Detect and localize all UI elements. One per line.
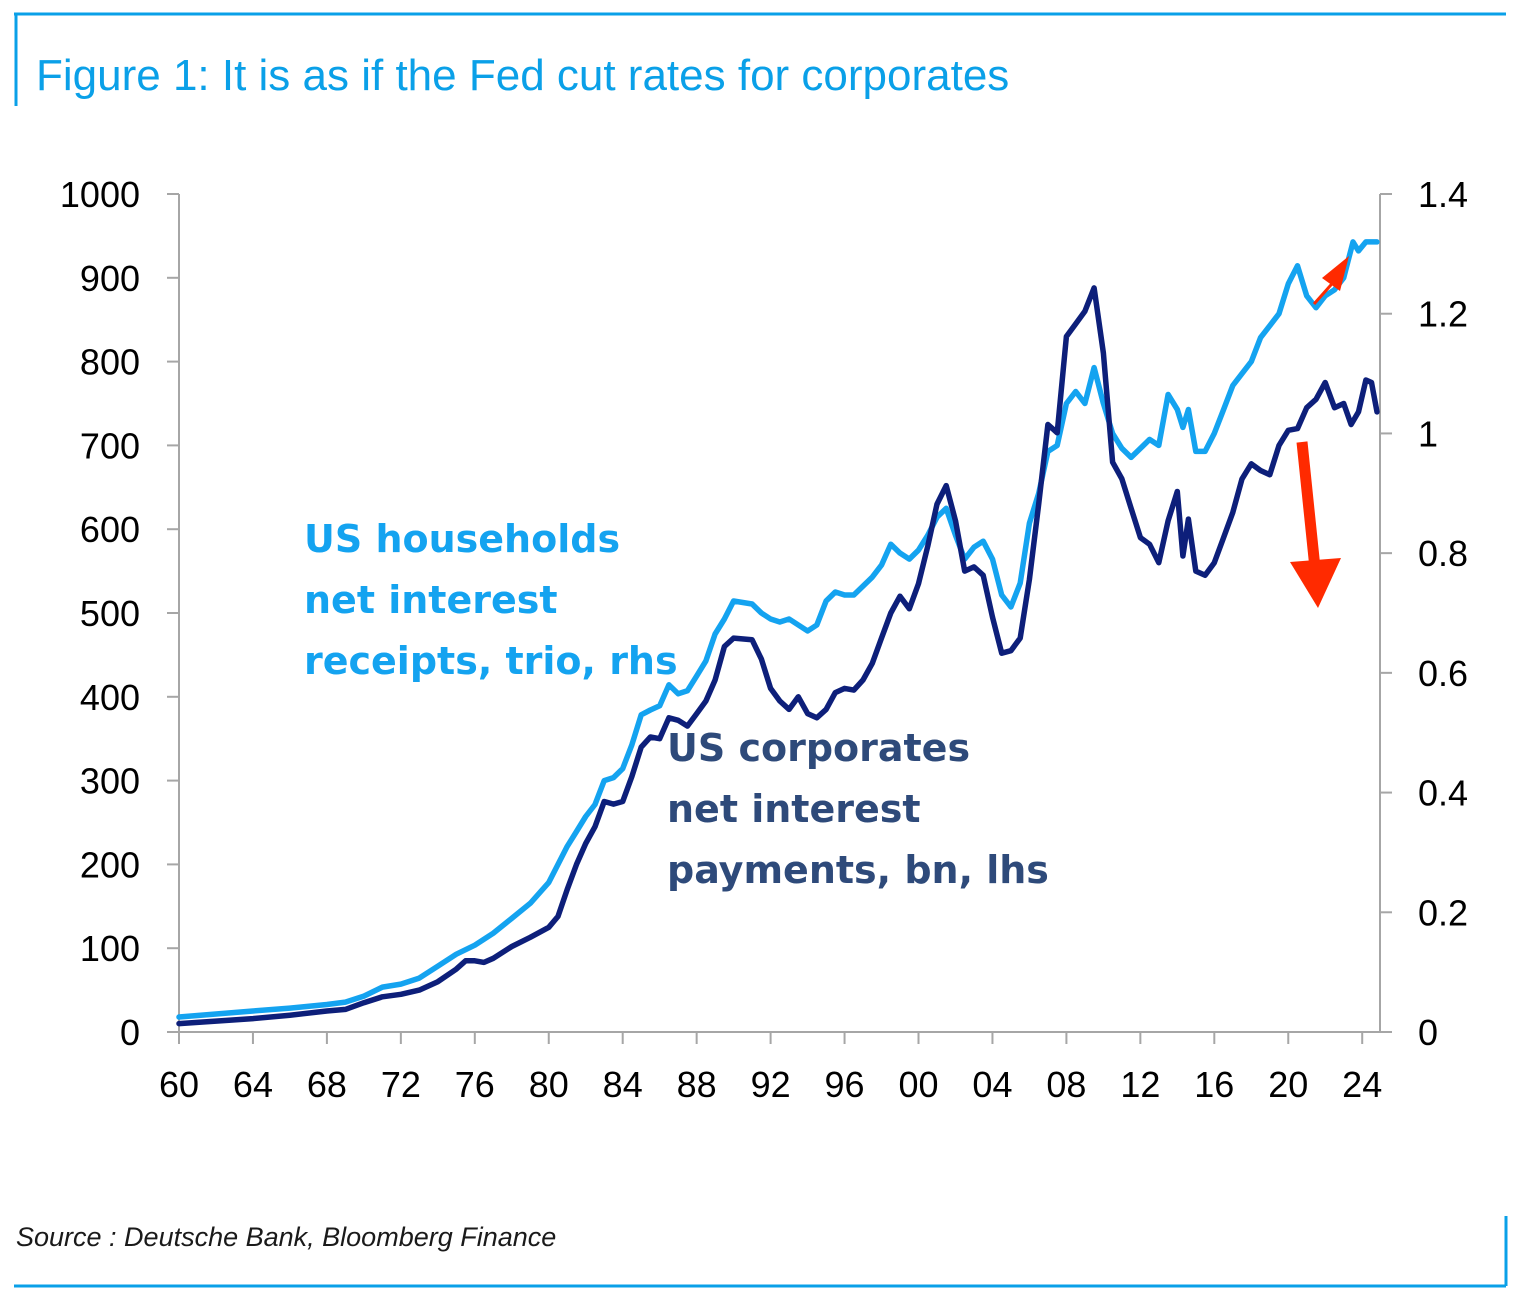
- x-axis: 60 64 68 72 76 80 84 88 92 96 00 04 08 12 16 20 24: [159, 1031, 1384, 1105]
- left-axis: 0 100 200 300 400 500 600 700 800 900 1000: [60, 174, 180, 1053]
- left-tick-label: 200: [80, 844, 140, 885]
- x-tick-label: 08: [1046, 1064, 1086, 1105]
- x-tick-label: 80: [529, 1064, 569, 1105]
- x-tick-label: 88: [677, 1064, 717, 1105]
- x-tick-label: 00: [898, 1064, 938, 1105]
- right-tick-label: 0.2: [1418, 892, 1468, 933]
- right-tick-label: 0.6: [1418, 653, 1468, 694]
- right-tick-label: 0.4: [1418, 773, 1468, 814]
- right-tick-label: 1.2: [1418, 294, 1468, 335]
- right-axis: 0 0.2 0.4 0.6 0.8 1 1.2 1.4: [1379, 174, 1468, 1053]
- households-annotation-line-2: net interest: [304, 578, 558, 622]
- households-annotation: US households net interest receipts, tri…: [304, 517, 678, 683]
- x-tick-label: 68: [307, 1064, 347, 1105]
- x-tick-label: 96: [825, 1064, 865, 1105]
- x-tick-label: 76: [455, 1064, 495, 1105]
- x-tick-label: 64: [233, 1064, 273, 1105]
- households-annotation-line-3: receipts, trio, rhs: [304, 639, 678, 683]
- left-tick-label: 0: [120, 1012, 140, 1053]
- x-tick-label: 20: [1268, 1064, 1308, 1105]
- left-tick-label: 100: [80, 928, 140, 969]
- left-tick-label: 500: [80, 593, 140, 634]
- x-tick-label: 16: [1194, 1064, 1234, 1105]
- left-tick-label: 400: [80, 677, 140, 718]
- right-tick-label: 0.8: [1418, 533, 1468, 574]
- left-tick-label: 800: [80, 342, 140, 383]
- x-tick-label: 84: [603, 1064, 643, 1105]
- left-tick-label: 900: [80, 258, 140, 299]
- chart-title: Figure 1: It is as if the Fed cut rates …: [36, 51, 1009, 100]
- corporates-annotation-line-3: payments, bn, lhs: [667, 848, 1049, 892]
- source-note: Source : Deutsche Bank, Bloomberg Financ…: [16, 1222, 556, 1252]
- right-tick-label: 0: [1418, 1012, 1438, 1053]
- x-tick-label: 12: [1120, 1064, 1160, 1105]
- series-group: [176, 239, 1380, 1027]
- up-arrow: [1312, 256, 1349, 305]
- x-tick-label: 04: [972, 1064, 1012, 1105]
- x-tick-label: 92: [751, 1064, 791, 1105]
- x-tick-label: 24: [1342, 1064, 1382, 1105]
- corporates-annotation-line-1: US corporates: [667, 726, 970, 770]
- right-tick-label: 1.4: [1418, 174, 1468, 215]
- x-tick-label: 72: [381, 1064, 421, 1105]
- left-tick-label: 700: [80, 425, 140, 466]
- corporates-annotation: US corporates net interest payments, bn,…: [667, 726, 1049, 892]
- left-tick-label: 600: [80, 509, 140, 550]
- x-tick-label: 60: [159, 1064, 199, 1105]
- households-line: [176, 239, 1380, 1020]
- down-arrow: [1290, 441, 1341, 608]
- left-tick-label: 1000: [60, 174, 140, 215]
- corporates-annotation-line-2: net interest: [667, 787, 921, 831]
- households-annotation-line-1: US households: [304, 517, 620, 561]
- right-tick-label: 1: [1418, 413, 1438, 454]
- left-tick-label: 300: [80, 761, 140, 802]
- corporates-line: [176, 285, 1380, 1027]
